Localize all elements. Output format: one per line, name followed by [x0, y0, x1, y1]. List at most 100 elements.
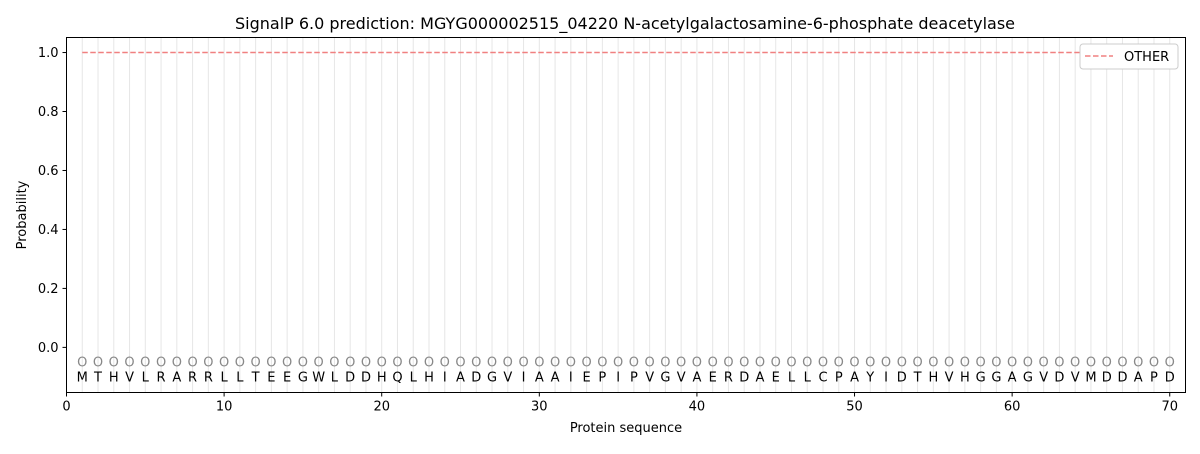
prediction-label: O	[1070, 355, 1080, 370]
prediction-label: O	[361, 355, 371, 370]
prediction-label: O	[991, 355, 1001, 370]
residue-label: Q	[392, 370, 402, 385]
prediction-label: O	[912, 355, 922, 370]
legend-label-other: OTHER	[1124, 50, 1169, 65]
residue-label: G	[976, 370, 986, 385]
residue-label: G	[1023, 370, 1033, 385]
prediction-label: O	[140, 355, 150, 370]
prediction-label: O	[329, 355, 339, 370]
residue-label: A	[756, 370, 765, 385]
prediction-label: O	[708, 355, 718, 370]
prediction-label: O	[645, 355, 655, 370]
prediction-label: O	[377, 355, 387, 370]
residue-label: R	[188, 370, 197, 385]
prediction-label: O	[755, 355, 765, 370]
residue-label: V	[677, 370, 686, 385]
prediction-label: O	[1054, 355, 1064, 370]
residue-label: E	[772, 370, 780, 385]
prediction-label: O	[124, 355, 134, 370]
prediction-label: O	[440, 355, 450, 370]
y-tick-label: 0.0	[38, 341, 59, 356]
prediction-label: O	[1165, 355, 1175, 370]
residue-label: R	[204, 370, 213, 385]
residue-label: L	[788, 370, 796, 385]
prediction-label: O	[771, 355, 781, 370]
residue-label: M	[77, 370, 88, 385]
prediction-label: O	[818, 355, 828, 370]
prediction-label: O	[723, 355, 733, 370]
residue-label: L	[410, 370, 418, 385]
prediction-label: O	[739, 355, 749, 370]
residue-label: R	[724, 370, 733, 385]
residue-label: I	[569, 370, 573, 385]
prediction-label: O	[629, 355, 639, 370]
prediction-label: O	[566, 355, 576, 370]
x-tick-label: 20	[373, 400, 390, 415]
residue-label: A	[1008, 370, 1017, 385]
prediction-label: O	[786, 355, 796, 370]
residue-label: A	[1134, 370, 1143, 385]
residue-label: E	[709, 370, 717, 385]
prediction-label: O	[1086, 355, 1096, 370]
x-tick-label: 50	[846, 400, 863, 415]
residue-label: V	[645, 370, 654, 385]
residue-label: A	[535, 370, 544, 385]
residue-label: P	[1150, 370, 1158, 385]
residue-label: L	[331, 370, 339, 385]
residue-label: I	[443, 370, 447, 385]
prediction-label: O	[960, 355, 970, 370]
prediction-label: O	[613, 355, 623, 370]
residue-label: G	[991, 370, 1001, 385]
plot-frame	[66, 37, 1186, 393]
residue-label: D	[1117, 370, 1127, 385]
prediction-label: O	[1039, 355, 1049, 370]
x-axis-label: Protein sequence	[570, 421, 682, 436]
x-tick-label: 10	[216, 400, 233, 415]
y-tick-label: 0.4	[38, 223, 59, 238]
residue-label: D	[1102, 370, 1112, 385]
residue-label: H	[377, 370, 387, 385]
prediction-label: O	[314, 355, 324, 370]
prediction-label: O	[849, 355, 859, 370]
residue-label: V	[1071, 370, 1080, 385]
prediction-label: O	[109, 355, 119, 370]
legend: OTHER	[1079, 43, 1179, 70]
residue-label: Y	[865, 370, 874, 385]
y-axis-label: Probability	[15, 180, 30, 249]
prediction-label: O	[424, 355, 434, 370]
prediction-label: O	[392, 355, 402, 370]
residue-label: P	[630, 370, 638, 385]
prediction-label: O	[944, 355, 954, 370]
prediction-label: O	[93, 355, 103, 370]
residue-label: A	[456, 370, 465, 385]
residue-label: D	[739, 370, 749, 385]
residue-label: G	[487, 370, 497, 385]
residue-label: V	[945, 370, 954, 385]
prediction-label: O	[455, 355, 465, 370]
residue-label: G	[660, 370, 670, 385]
residue-label: D	[345, 370, 355, 385]
residue-label: A	[172, 370, 181, 385]
prediction-label: O	[897, 355, 907, 370]
residue-label: H	[928, 370, 938, 385]
residue-label: C	[818, 370, 827, 385]
prediction-label: O	[203, 355, 213, 370]
residue-label: D	[471, 370, 481, 385]
y-tick-label: 1.0	[38, 46, 59, 61]
x-tick-label: 70	[1161, 400, 1178, 415]
residue-label: W	[312, 370, 325, 385]
prediction-label: O	[518, 355, 528, 370]
residue-label: A	[692, 370, 701, 385]
residue-label: R	[157, 370, 166, 385]
residue-label: D	[1165, 370, 1175, 385]
prediction-label: O	[534, 355, 544, 370]
residue-label: V	[1039, 370, 1048, 385]
prediction-label: O	[172, 355, 182, 370]
residue-label: D	[1054, 370, 1064, 385]
residue-label: P	[835, 370, 843, 385]
prediction-label: O	[282, 355, 292, 370]
prediction-label: O	[1133, 355, 1143, 370]
prediction-label: O	[692, 355, 702, 370]
prediction-label: O	[471, 355, 481, 370]
residue-label: I	[884, 370, 888, 385]
